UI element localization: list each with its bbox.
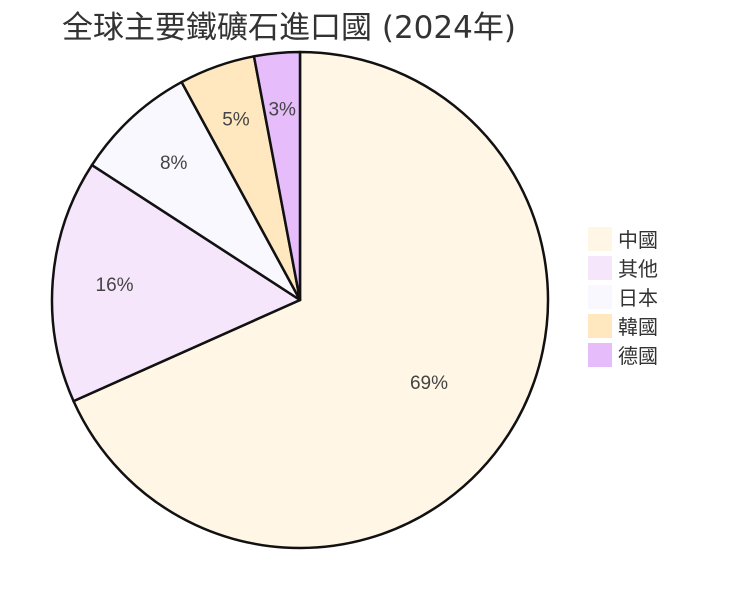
- legend-item: 韓國: [588, 311, 658, 340]
- pie-slice-label: 3%: [268, 99, 296, 120]
- pie-slice-labels: 69% 16% 8% 5% 3%: [96, 99, 449, 394]
- pie-slice-3: [90, 80, 302, 302]
- legend-label: 其他: [618, 257, 658, 281]
- legend-item: 中國: [588, 224, 658, 253]
- legend-swatch: [588, 284, 612, 309]
- pie-slice-label: 8%: [160, 153, 188, 174]
- legend: 中國其他日本韓國德國: [588, 224, 658, 369]
- pie-slice-2: [50, 163, 302, 403]
- legend-item: 德國: [588, 340, 658, 369]
- legend-label: 日本: [618, 286, 658, 310]
- legend-label: 德國: [618, 344, 658, 368]
- pie-slice-1: [72, 50, 550, 550]
- legend-swatch: [588, 255, 612, 280]
- legend-label: 韓國: [618, 315, 658, 339]
- legend-swatch: [588, 226, 612, 251]
- pie-slice-label: 69%: [410, 373, 448, 394]
- pie-slice-label: 16%: [96, 275, 134, 296]
- legend-label: 中國: [618, 228, 658, 252]
- legend-item: 其他: [588, 253, 658, 282]
- pie-slices: [50, 50, 550, 550]
- legend-item: 日本: [588, 282, 658, 311]
- chart-title: 全球主要鐵礦石進口國 (2024年): [62, 10, 516, 46]
- pie-slice-5: [252, 50, 302, 302]
- legend-swatch: [588, 313, 612, 338]
- legend-swatch: [588, 342, 612, 367]
- pie-slice-label: 5%: [222, 110, 250, 131]
